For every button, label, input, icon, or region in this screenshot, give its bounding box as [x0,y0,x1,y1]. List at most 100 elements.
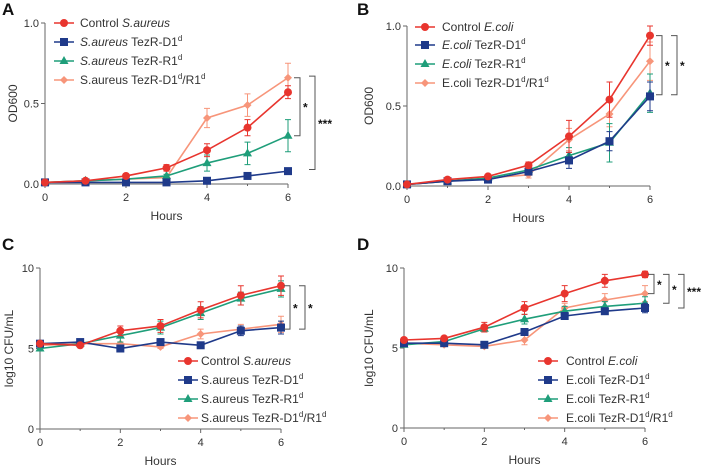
series-line [39,284,282,347]
legend-circle-marker [421,23,429,31]
data-point [524,161,533,170]
series-control [41,85,292,187]
bracket-line [671,35,678,96]
legend-label-part: /R1 [182,73,201,87]
series-control [400,270,649,344]
legend-triangle-marker [420,59,430,67]
legend-label-part: d [521,56,525,65]
x-tick-label: 2 [123,192,129,204]
legend-label: S.aureus TezR-D1d/R1d [80,72,205,87]
legend-label: Control S.aureus [80,16,170,30]
data-point [605,137,614,146]
x-axis-label: Hours [512,211,544,225]
legend-label-part: S.aureus [122,16,170,30]
bracket-line [309,75,316,171]
legend-diamond-marker [184,414,192,422]
data-point [520,336,529,344]
legend-label-part: TezR-D1 [471,38,521,52]
bracket-line [648,273,655,295]
x-tick-label: 4 [566,194,572,206]
data-point [196,305,205,314]
data-point [646,31,654,40]
data-point [284,167,292,176]
x-tick-label: 4 [562,436,568,448]
legend-circle-marker [184,357,192,365]
legend-label-part: d [299,372,303,381]
data-point [203,113,211,122]
x-tick-label: 2 [117,437,123,449]
y-axis-label: log10 CFU/mL [362,309,376,387]
legend-label-part: d [668,410,672,419]
legend-label-part: TezR-R1 [128,54,178,68]
panel-d: D 0 2 4 6 0 5 10 Hours log10 CFU/mL Control E.coli… [357,235,701,467]
x-tick-label: 4 [198,437,204,449]
legend-label: S.aureus TezR-R1d [201,391,303,406]
legend-label-part: S.aureus TezR-R1 [201,392,299,406]
legend-item-d1r1: S.aureus TezR-D1d/R1d [54,72,205,87]
legend-item-d1r1: E.coli TezR-D1d/R1d [415,75,549,90]
data-point [646,57,654,66]
data-point [196,330,205,339]
legend-diamond-marker [60,76,68,84]
legend-item-control: Control E.coli [538,354,638,368]
x-tick-label: 6 [278,437,284,449]
y-tick-label: 0 [28,424,34,436]
data-point [243,148,252,157]
legend-label-part: /R1 [303,411,322,425]
data-point [443,175,452,184]
x-tick-label: 6 [285,192,291,204]
data-point [122,171,130,180]
legend-label: E.coli TezR-D1d [566,372,650,387]
data-point [236,326,245,335]
data-point [162,163,171,172]
legend-label-part: /R1 [526,76,545,90]
legend-label-part: d [645,372,649,381]
data-point [196,341,205,350]
legend-label-part: S.aureus TezR-D1 [201,411,299,425]
bracket-line [656,35,663,96]
data-point [243,101,252,110]
panel-a: A 0 2 4 6 0.0 0.5 1.0 Hours OD600 Control S.aureus… [2,0,332,223]
panel-letter: A [2,0,14,19]
legend-label: E.coli TezR-D1d/R1d [442,75,549,90]
legend-label: Control E.coli [442,20,514,34]
data-point [156,338,165,347]
data-point [440,339,449,348]
data-point [565,156,573,165]
y-tick-label: 5 [28,344,34,356]
x-axis-label: Hours [508,453,540,467]
x-tick-label: 2 [485,194,491,206]
legend-diamond-marker [544,414,552,422]
data-point [484,172,492,181]
x-tick-label: 2 [481,436,487,448]
legend-item-r1: S.aureus TezR-R1d [54,53,182,68]
legend-label-part: d [178,53,182,62]
legend-label-part: E.coli TezR-D1 [566,411,645,425]
significance-bracket: * [294,77,308,137]
data-point [641,270,649,279]
y-tick-label: 0.0 [24,179,39,191]
bracket-line [284,285,291,330]
data-point [605,95,614,104]
significance-label: * [672,283,677,297]
legend-label: E.coli TezR-D1d [442,37,526,52]
y-tick-label: 0.0 [386,181,401,193]
bracket-line [663,273,670,304]
data-point [641,289,649,298]
data-point [116,326,125,335]
data-point [41,178,49,187]
legend-label-part: d [645,391,649,400]
legend-label: Control E.coli [566,354,638,368]
data-point [81,176,90,185]
legend-label: S.aureus TezR-D1d [201,372,303,387]
data-point [641,304,649,312]
legend-label: E.coli TezR-R1d [566,391,650,406]
bracket-line [678,273,685,309]
legend-label-part: E.coli [484,20,514,34]
data-point [283,130,293,139]
data-point [122,178,130,187]
data-point [203,146,211,155]
data-point [480,340,489,349]
